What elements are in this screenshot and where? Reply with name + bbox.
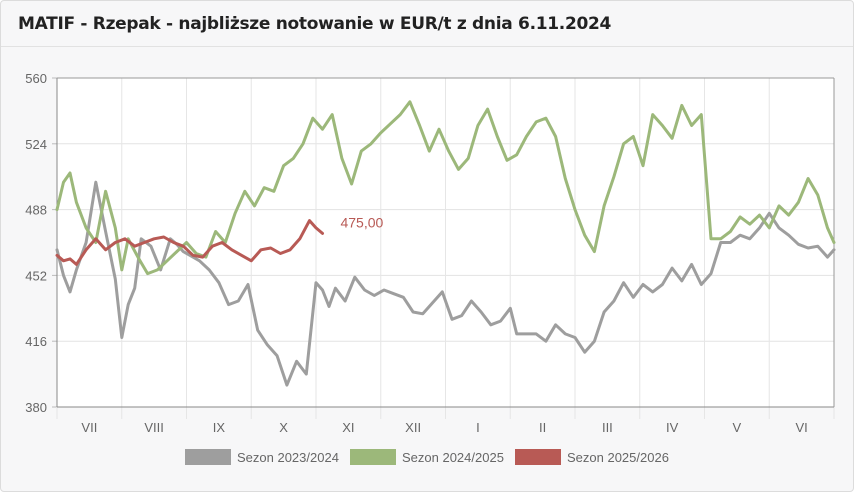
x-tick-label: III [602,420,613,435]
x-tick-label: XII [405,420,421,435]
y-tick-label: 560 [25,71,47,86]
x-tick-label: IX [213,420,226,435]
x-tick-label: VIII [144,420,164,435]
last-value-label: 475,00 [340,214,383,230]
x-tick-label: VII [81,420,97,435]
legend-label-3[interactable]: Sezon 2025/2026 [567,450,669,465]
legend-label-1[interactable]: Sezon 2023/2024 [237,450,339,465]
y-tick-label: 524 [25,137,47,152]
legend-swatch-3[interactable] [515,449,561,465]
y-tick-label: 452 [25,268,47,283]
y-tick-label: 488 [25,203,47,218]
y-tick-label: 416 [25,334,47,349]
x-tick-label: X [279,420,288,435]
x-tick-label: II [539,420,546,435]
x-tick-label: VI [795,420,807,435]
x-tick-label: I [476,420,480,435]
chart-title: MATIF - Rzepak - najbliższe notowanie w … [18,13,612,34]
series-line-2[interactable] [55,100,836,276]
x-tick-label: V [733,420,742,435]
legend-label-2[interactable]: Sezon 2024/2025 [402,450,504,465]
x-tick-label: IV [666,420,679,435]
x-tick-label: XI [342,420,354,435]
y-tick-label: 380 [25,400,47,415]
card-header: MATIF - Rzepak - najbliższe notowanie w … [1,1,853,47]
legend-swatch-1[interactable] [185,449,231,465]
series-line-3[interactable] [55,219,324,266]
legend-swatch-2[interactable] [350,449,396,465]
